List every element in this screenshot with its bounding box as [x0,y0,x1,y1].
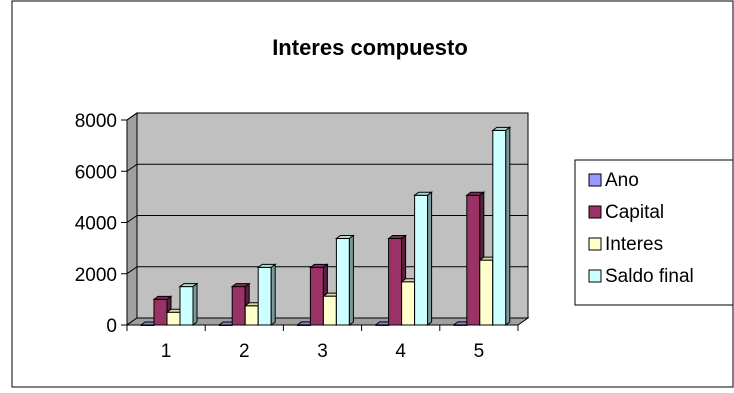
x-tick-label: 4 [395,341,406,362]
bar-front [479,259,494,326]
bar-side [348,234,354,326]
y-tick-label: 0 [106,316,117,337]
bar-saldo-final [178,282,199,326]
y-tick-label: 2000 [75,265,117,286]
y-tick-label: 8000 [75,111,117,132]
legend-label: Capital [605,202,664,223]
bar-saldo-final [334,234,355,326]
bar-side [192,282,198,326]
x-tick-label: 5 [474,341,485,362]
bar-front [492,129,507,326]
legend-swatch [588,237,602,251]
bar-front [466,194,481,326]
bar-side [505,126,511,326]
legend: Ano Capital Interes Saldo final [574,159,734,306]
legend-items: Ano Capital Interes Saldo final [588,170,694,287]
chart-title: Interes compuesto [272,35,468,60]
bar-front [166,311,181,326]
bar-front [231,286,246,326]
bar-front [179,286,194,326]
bar-side [270,263,276,326]
legend-swatch [588,269,602,283]
bars [139,126,512,326]
bar-front [414,194,429,326]
bar-front [244,305,259,326]
bar-front [322,295,337,326]
legend-label: Ano [605,170,639,191]
y-axis: 0 2000 4000 6000 8000 [75,111,128,337]
gridline [126,215,528,223]
bar-saldo-final [413,191,434,326]
y-tick-label: 4000 [75,214,117,235]
bar-front [388,238,403,326]
legend-swatch [588,173,602,187]
bar-saldo-final [256,263,277,326]
bar-front [335,238,350,326]
legend-swatch [588,205,602,219]
bar-front [309,266,324,326]
bar-side [427,191,433,326]
x-tick-label: 3 [317,341,328,362]
bar-front [401,281,416,326]
gridline [126,163,528,172]
bar-front [153,298,168,326]
bar-saldo-final [491,126,512,326]
gridline [126,112,528,121]
legend-label: Saldo final [605,266,694,287]
legend-label: Interes [605,234,663,255]
y-tick-label: 6000 [75,162,117,183]
x-tick-label: 2 [239,341,250,362]
bar-front [257,266,272,326]
x-tick-label: 1 [161,341,172,362]
